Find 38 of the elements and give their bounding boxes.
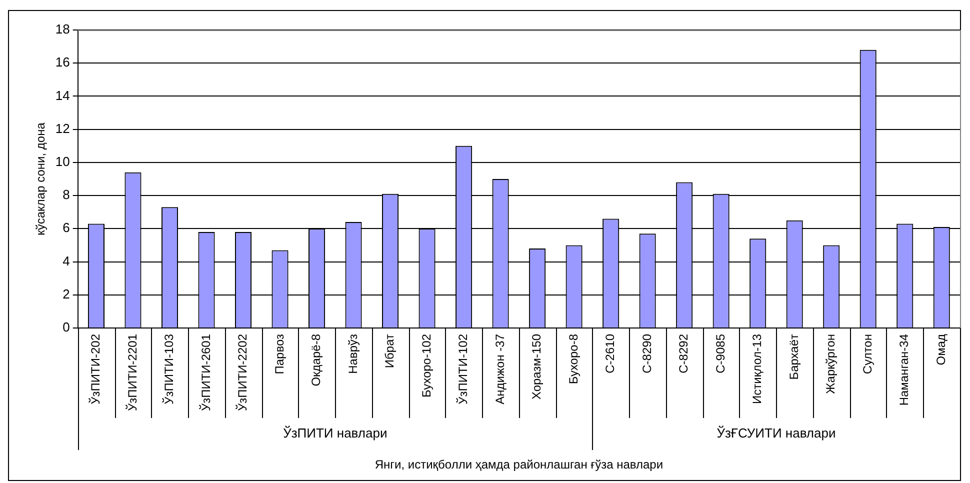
x-tick-label: Ибрат: [382, 333, 397, 368]
x-tick-label: Султон: [860, 334, 874, 374]
x-tick-label: Наманган-34: [897, 334, 912, 406]
x-tick-label: Парвоз: [272, 334, 286, 374]
y-tick-label: 6: [62, 220, 70, 236]
x-tick-label: ЎзПИТИ-103: [162, 334, 176, 404]
x-tick-label: ЎзПИТИ-2201: [125, 334, 140, 412]
y-tick-label: 12: [55, 120, 70, 136]
y-tick-label: 4: [62, 253, 70, 268]
x-tick-label: Истиқлол-13: [750, 334, 764, 404]
x-tick-label: Хоразм-150: [530, 334, 544, 400]
x-tick-label: Бархаёт: [786, 333, 801, 380]
y-tick-label: 18: [55, 22, 70, 37]
x-tick-label: Андижон -37: [492, 334, 507, 404]
x-tick-label: С-8290: [640, 334, 654, 374]
x-tick-label: Омад: [934, 334, 948, 366]
y-tick-label: 8: [62, 187, 70, 202]
x-tick-label: Наврўз: [346, 334, 360, 374]
y-axis-title: кўсаклар сони, дона: [34, 122, 48, 236]
x-tick-label: ЎзПИТИ-2601: [198, 334, 213, 412]
x-tick-label: Бухоро-102: [419, 334, 434, 398]
x-tick-label: С-2610: [603, 334, 618, 374]
y-tick-label: 0: [62, 320, 70, 335]
y-tick-label: 2: [62, 286, 70, 302]
x-axis-title: Янги, истиқболли ҳамда районлашган ғўза навлари: [374, 457, 664, 472]
x-tick-label: Бухоро-8: [566, 334, 580, 384]
x-tick-label: С-8292: [676, 334, 691, 374]
text: ЎзПИТИ навлари: [283, 426, 388, 441]
x-tick-label: С-9085: [713, 334, 728, 374]
x-tick-label: ЎзПИТИ-2202: [236, 334, 250, 412]
y-tick-label: 10: [55, 154, 70, 170]
y-tick-label: 14: [55, 88, 70, 103]
x-tick-label: Жаркўргон: [824, 334, 838, 394]
y-tick-label: 16: [55, 54, 70, 70]
x-tick-label: ЎзПИТИ-102: [456, 334, 470, 404]
text: ЎзҒСУИТИ навлари: [716, 426, 836, 441]
x-tick-label: ЎзПИТИ-202: [88, 334, 103, 404]
x-tick-label: Окдарё-8: [309, 334, 324, 386]
